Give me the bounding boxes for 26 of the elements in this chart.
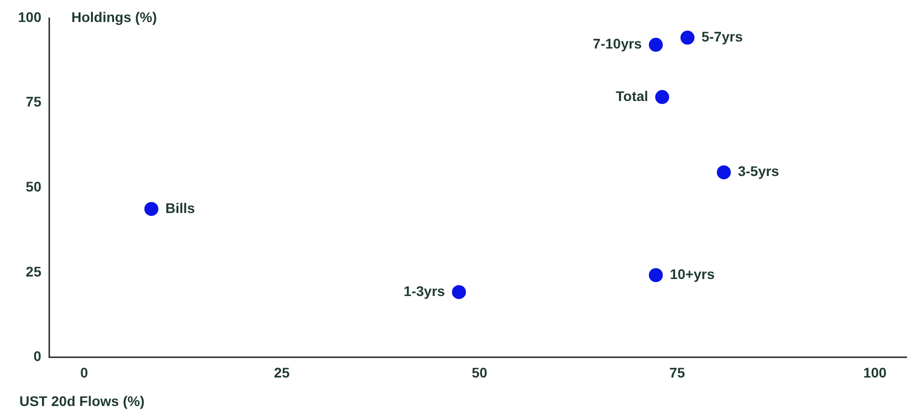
- point: [716, 165, 731, 180]
- y-tick-label: 0: [34, 348, 42, 364]
- point: [452, 285, 466, 300]
- point: [648, 268, 663, 282]
- point: [655, 90, 670, 104]
- annotation: 5-7yrs: [701, 28, 743, 45]
- x-tick-label: 0: [80, 364, 88, 380]
- y-tick-label: 25: [26, 263, 42, 280]
- annotation: 3-5yrs: [738, 163, 780, 180]
- point: [648, 38, 663, 52]
- annotation: 1-3yrs: [404, 282, 446, 299]
- annotation: Total: [616, 88, 648, 104]
- annotation: Bills: [165, 200, 196, 216]
- y-tick-label: 50: [26, 178, 42, 194]
- y-tick-label: 75: [26, 94, 42, 110]
- annotation: 10+yrs: [670, 266, 715, 282]
- x-tick-label: 75: [669, 364, 686, 380]
- x-tick-label: 25: [274, 364, 290, 380]
- point: [680, 30, 694, 45]
- y-tick-label: 100: [18, 8, 42, 25]
- y-axis-title: Holdings (%): [71, 8, 157, 25]
- x-axis-title: UST 20d Flows (%): [19, 392, 145, 409]
- x-tick-label: 50: [472, 364, 488, 380]
- point: [144, 202, 158, 216]
- x-tick-label: 100: [863, 364, 887, 380]
- annotation: 7-10yrs: [592, 36, 642, 52]
